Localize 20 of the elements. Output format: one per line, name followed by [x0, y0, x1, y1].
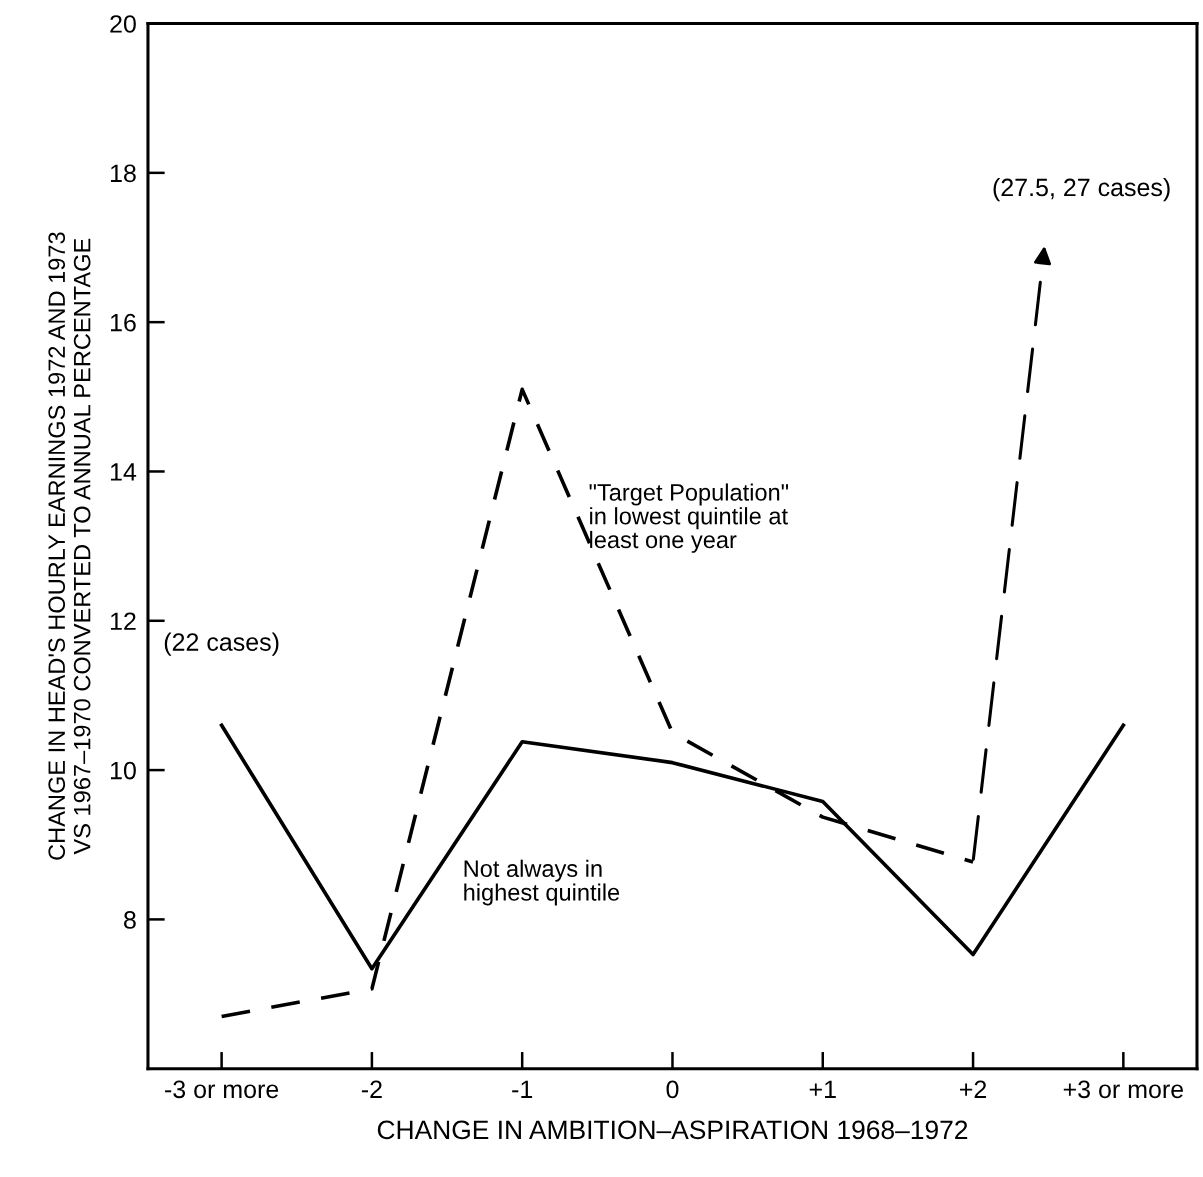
- y-tick-label: 18: [110, 164, 136, 183]
- y-tick-label: 12: [110, 612, 136, 630]
- x-tick-label: -3 or more: [165, 1080, 279, 1099]
- y-tick-label: 20: [110, 15, 136, 33]
- x-tick-label: +3 or more: [1063, 1080, 1184, 1099]
- x-tick-label: -1: [512, 1080, 533, 1098]
- y-tick-label: 14: [110, 463, 137, 481]
- y-axis-title: CHANGE IN HEAD'S HOURLY EARNINGS 1972 AND 1973 VS 1967–1970 CONVERTED TO ANNUAL PERCENTAGE: [48, 232, 91, 860]
- y-tick-label: 16: [110, 313, 136, 332]
- annotation: (27.5, 27 cases): [993, 177, 1170, 202]
- y-tick-label: 8: [124, 911, 136, 929]
- series-label: Not always in highest quintile: [464, 859, 620, 906]
- x-tick-label: +2: [960, 1080, 987, 1098]
- series-label: "Target Population" in lowest quintile at least one year: [589, 483, 789, 553]
- x-tick-label: +1: [809, 1080, 836, 1098]
- x-tick-label: 0: [666, 1080, 679, 1099]
- y-tick-label: 10: [110, 761, 136, 780]
- x-tick-label: -2: [361, 1080, 382, 1098]
- annotation: (22 cases): [164, 632, 279, 656]
- x-axis-title: CHANGE IN AMBITION–ASPIRATION 1968–1972: [377, 1120, 968, 1140]
